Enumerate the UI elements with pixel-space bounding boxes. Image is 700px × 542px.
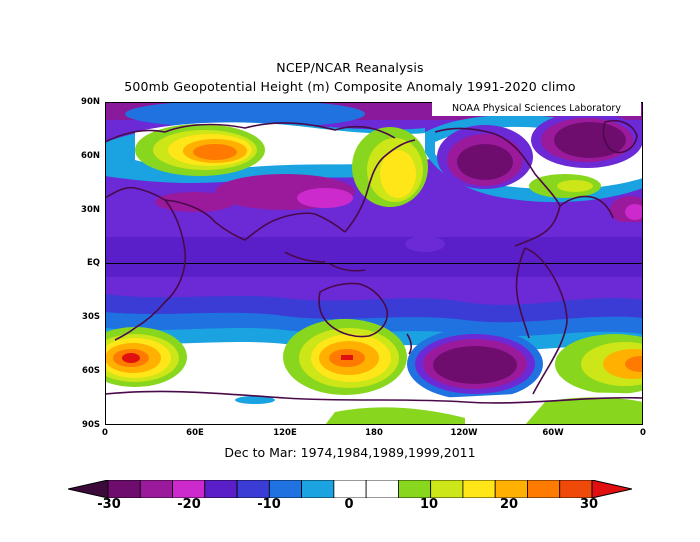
lat-label-90s: 90S	[82, 420, 100, 430]
lat-label-30n: 30N	[81, 205, 100, 215]
composite-years: Dec to Mar: 1974,1984,1989,1999,2011	[224, 445, 476, 460]
lat-label-60n: 60N	[81, 151, 100, 161]
colorbar-cell	[494, 480, 528, 498]
colorbar-cell	[527, 480, 561, 498]
chart-subtitle: 500mb Geopotential Height (m) Composite …	[124, 79, 576, 94]
colorbar-label-0: 0	[344, 497, 354, 512]
colorbar-over-arrow	[591, 480, 632, 498]
lon-label-180: 180	[365, 428, 383, 438]
coastlines	[105, 120, 643, 404]
colorbar-cell	[268, 480, 302, 498]
lon-label-120e: 120E	[273, 428, 297, 438]
lon-label-60e: 60E	[186, 428, 204, 438]
colorbar-label-30: 30	[579, 497, 599, 512]
colorbar-cell	[397, 480, 432, 498]
anomaly-map	[105, 102, 643, 425]
chart-title: NCEP/NCAR Reanalysis	[276, 60, 424, 75]
lat-label-eq: EQ	[86, 258, 100, 268]
colorbar-cell	[333, 480, 367, 498]
lat-label-60s: 60S	[82, 366, 100, 376]
colorbar-cell	[301, 480, 335, 498]
lon-label-120w: 120W	[450, 428, 478, 438]
colorbar-label-m20: -20	[177, 497, 201, 512]
lon-label-60w: 60W	[542, 428, 564, 438]
lon-label-0-right: 0	[640, 428, 646, 438]
colorbar-cell	[559, 480, 593, 498]
lon-label-0: 0	[102, 428, 108, 438]
colorbar-label-m10: -10	[257, 497, 281, 512]
colorbar-cell	[430, 480, 464, 498]
colorbar-cell	[204, 480, 238, 498]
colorbar-cell	[172, 480, 206, 498]
colorbar-cell	[107, 480, 141, 498]
colorbar-cell	[139, 480, 173, 498]
credit-label: NOAA Physical Sciences Laboratory	[432, 102, 641, 116]
colorbar-cell	[236, 480, 270, 498]
colorbar	[68, 480, 632, 498]
lat-label-30s: 30S	[82, 312, 100, 322]
lat-label-90n: 90N	[81, 97, 100, 107]
colorbar-label-m30: -30	[97, 497, 121, 512]
colorbar-cell	[462, 480, 496, 498]
colorbar-cell	[365, 480, 399, 498]
colorbar-under-arrow	[68, 480, 109, 498]
colorbar-label-10: 10	[419, 497, 439, 512]
colorbar-label-20: 20	[499, 497, 519, 512]
